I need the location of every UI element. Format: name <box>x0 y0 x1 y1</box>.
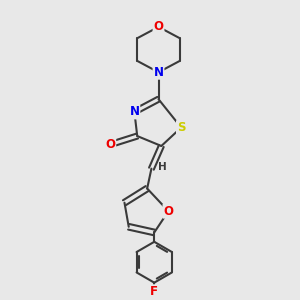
Text: O: O <box>105 138 115 151</box>
Text: F: F <box>150 285 158 298</box>
Text: O: O <box>154 20 164 33</box>
Text: O: O <box>164 205 173 218</box>
Text: S: S <box>177 121 185 134</box>
Text: N: N <box>154 66 164 79</box>
Text: H: H <box>158 162 167 172</box>
Text: N: N <box>129 105 140 119</box>
